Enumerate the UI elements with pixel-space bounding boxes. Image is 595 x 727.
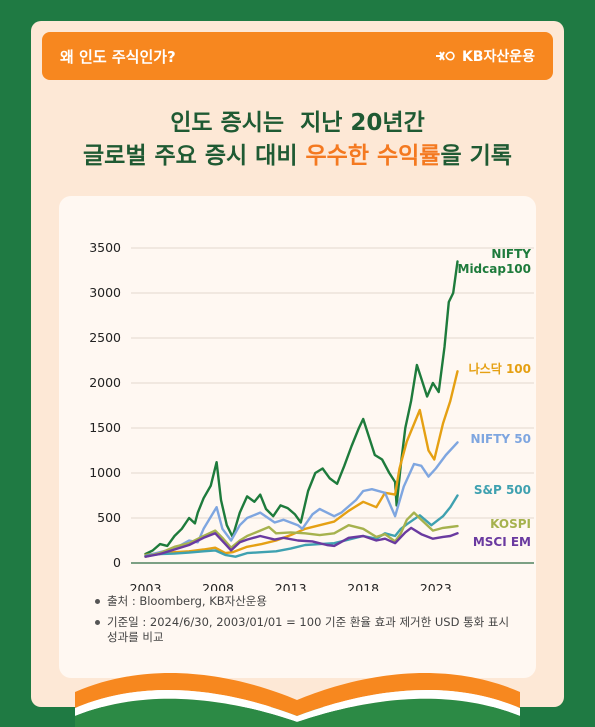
header-banner: 왜 인도 주식인가? KB자산운용 [42, 32, 553, 80]
headline: 인도 증시는 지난 20년간 글로벌 주요 증시 대비 우수한 수익률을 기록 [31, 107, 564, 173]
y-tick-label: 1000 [89, 465, 121, 480]
line-chart: 0 500 1000 1500 2000 2500 3000 3500 2003 2008 2013… [89, 240, 534, 591]
series-line [144, 526, 459, 558]
y-tick-label: 2000 [89, 375, 121, 390]
series-line [144, 441, 459, 557]
series-label: KOSPI [490, 517, 531, 531]
y-tick-label: 2500 [89, 330, 121, 345]
headline-suffix: 을 기록 [440, 143, 512, 169]
infographic-card: 왜 인도 주식인가? KB자산운용 인도 증시는 지난 20년간 글로벌 주요 … [31, 21, 564, 707]
headline-line1: 인도 증시는 지난 20년간 [170, 110, 425, 136]
x-tick-label: 2003 [130, 581, 162, 591]
y-tick-label: 3000 [89, 285, 121, 300]
series-line [144, 260, 459, 556]
y-tick-label: 500 [97, 510, 121, 525]
series-line [144, 511, 459, 558]
brand: KB자산운용 [434, 46, 535, 66]
kb-star-icon [435, 51, 455, 61]
footnotes: 출처 : Bloomberg, KB자산운용 기준일 : 2024/6/30, … [95, 594, 515, 651]
x-tick-label: 2018 [347, 581, 379, 591]
x-tick-label: 2008 [202, 581, 234, 591]
y-tick-label: 0 [113, 555, 121, 570]
series-label: NIFTY 50 [471, 432, 531, 446]
footnote-basis: 기준일 : 2024/6/30, 2003/01/01 = 100 기준 환율 … [95, 615, 515, 645]
y-tick-label: 1500 [89, 420, 121, 435]
series-label: NIFTY [491, 247, 531, 261]
x-tick-label: 2023 [420, 581, 452, 591]
series-line [144, 494, 459, 558]
y-tick-label: 3500 [89, 240, 121, 255]
series-line [144, 370, 459, 557]
headline-prefix: 글로벌 주요 증시 대비 [83, 143, 306, 169]
india-flag-ribbon [75, 672, 520, 727]
series-label: 나스닥 100 [469, 361, 531, 376]
headline-line2: 글로벌 주요 증시 대비 우수한 수익률을 기록 [31, 140, 564, 173]
banner-question: 왜 인도 주식인가? [60, 47, 176, 66]
footnote-source: 출처 : Bloomberg, KB자산운용 [95, 594, 515, 609]
chart-panel: 0 500 1000 1500 2000 2500 3000 3500 2003 2008 2013… [59, 196, 536, 678]
headline-highlight: 우수한 수익률 [305, 143, 441, 169]
series-label: MSCI EM [473, 535, 531, 549]
series-label: S&P 500 [474, 483, 531, 497]
series-label: Midcap100 [458, 262, 532, 276]
brand-name: KB자산운용 [461, 49, 535, 65]
x-tick-label: 2013 [275, 581, 307, 591]
